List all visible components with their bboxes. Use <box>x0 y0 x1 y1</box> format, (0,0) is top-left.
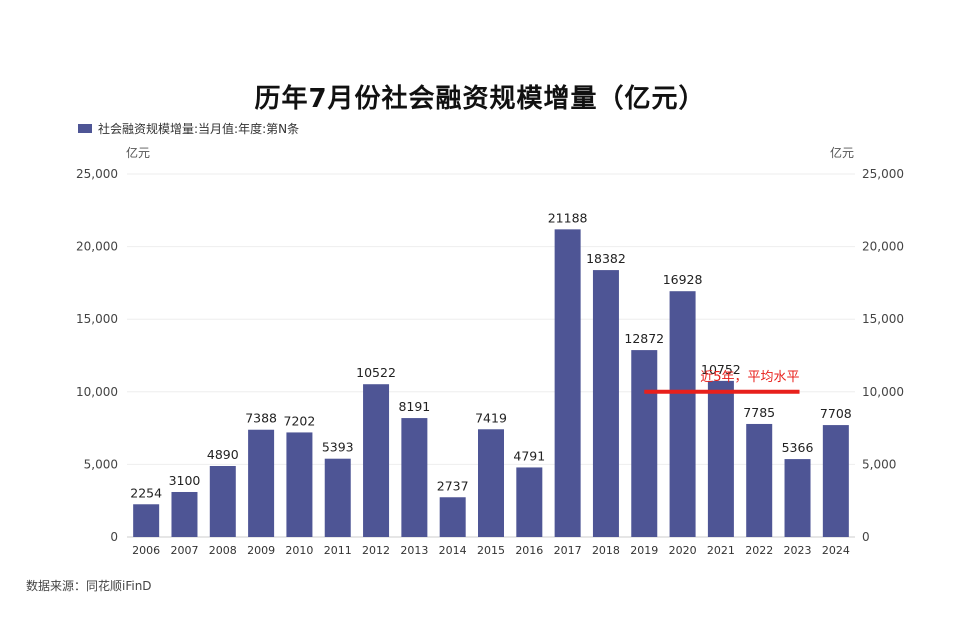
x-tick-label: 2015 <box>477 544 505 557</box>
bar <box>363 384 390 537</box>
right-axis-unit: 亿元 <box>830 146 855 160</box>
legend-label: 社会融资规模增量:当月值:年度:第N条 <box>98 122 300 136</box>
legend-swatch <box>78 124 92 133</box>
x-tick-label: 2012 <box>362 544 390 557</box>
x-tick-label: 2022 <box>745 544 773 557</box>
bar <box>707 380 734 537</box>
data-label: 18382 <box>586 251 626 266</box>
bar <box>631 350 658 537</box>
bar <box>784 459 811 537</box>
data-label: 7419 <box>475 410 507 425</box>
data-label: 5366 <box>782 440 814 455</box>
y-tick-label-right: 0 <box>862 530 870 544</box>
data-label: 7785 <box>743 405 775 420</box>
bar <box>592 270 619 537</box>
left-y-axis: 0 5,000 10,000 15,000 20,000 25,000 <box>76 167 118 544</box>
x-tick-label: 2010 <box>285 544 313 557</box>
data-label: 7202 <box>284 413 316 428</box>
bar <box>209 465 236 537</box>
x-tick-label: 2014 <box>439 544 467 557</box>
data-label: 7708 <box>820 406 852 421</box>
y-tick-label-right: 20,000 <box>862 240 904 254</box>
data-label: 10522 <box>356 365 396 380</box>
bar <box>478 429 504 537</box>
x-tick-label: 2020 <box>669 544 697 557</box>
y-tick-label-right: 10,000 <box>862 385 904 399</box>
data-label: 8191 <box>398 399 430 414</box>
bar <box>248 429 275 537</box>
chart-legend: 社会融资规模增量:当月值:年度:第N条 <box>78 120 299 137</box>
data-label: 4890 <box>207 447 239 462</box>
x-tick-label: 2024 <box>822 544 850 557</box>
x-tick-label: 2007 <box>170 544 198 557</box>
x-tick-label: 2018 <box>592 544 620 557</box>
bar <box>822 425 849 537</box>
data-label: 5393 <box>322 440 354 455</box>
bar <box>746 423 773 537</box>
x-tick-label: 2016 <box>515 544 543 557</box>
x-tick-label: 2021 <box>707 544 735 557</box>
bar <box>401 418 428 537</box>
data-labels: 2254 3100 4890 7388 7202 5393 10522 8191 2737 741… <box>130 210 852 500</box>
y-tick-label-left: 15,000 <box>76 312 118 326</box>
x-tick-label: 2019 <box>630 544 658 557</box>
reference-line-label: 近5年，平均水平 <box>700 370 799 385</box>
bar <box>171 491 198 537</box>
data-label: 16928 <box>663 272 703 287</box>
x-axis: 2006 2007 2008 2009 2010 2011 2012 2013 2014 2015… <box>132 544 850 557</box>
bar <box>554 229 581 538</box>
data-label: 12872 <box>624 331 664 346</box>
bar <box>286 432 313 537</box>
x-tick-label: 2006 <box>132 544 160 557</box>
y-tick-label-left: 10,000 <box>76 385 118 399</box>
bar-series <box>133 229 849 538</box>
bar <box>516 467 543 537</box>
y-tick-label-left: 0 <box>110 530 118 544</box>
y-tick-label-left: 20,000 <box>76 240 118 254</box>
x-tick-label: 2013 <box>400 544 428 557</box>
x-tick-label: 2023 <box>784 544 812 557</box>
chart-title: 历年7月份社会融资规模增量（亿元） <box>254 84 706 114</box>
data-label: 2254 <box>130 485 162 500</box>
data-label: 7388 <box>245 411 277 426</box>
data-source: 数据来源：同花顺iFinD <box>26 579 152 593</box>
bar <box>439 497 466 537</box>
y-tick-label-right: 25,000 <box>862 167 904 181</box>
x-tick-label: 2017 <box>554 544 582 557</box>
bar <box>324 458 351 537</box>
bar <box>669 291 696 537</box>
data-label: 2737 <box>437 478 469 493</box>
x-tick-label: 2009 <box>247 544 275 557</box>
y-tick-label-left: 5,000 <box>84 457 118 471</box>
bar <box>133 504 160 537</box>
x-tick-label: 2008 <box>209 544 237 557</box>
y-tick-label-right: 5,000 <box>862 457 896 471</box>
reference-line-group: 近5年，平均水平 <box>644 370 800 394</box>
right-y-axis: 0 5,000 10,000 15,000 20,000 25,000 <box>862 167 904 544</box>
left-axis-unit: 亿元 <box>126 146 151 160</box>
data-label: 21188 <box>548 210 588 225</box>
data-label: 10752 <box>701 362 741 377</box>
y-tick-label-right: 15,000 <box>862 312 904 326</box>
x-tick-label: 2011 <box>324 544 352 557</box>
data-label: 3100 <box>169 473 201 488</box>
y-tick-label-left: 25,000 <box>76 167 118 181</box>
data-label: 4791 <box>513 448 545 463</box>
